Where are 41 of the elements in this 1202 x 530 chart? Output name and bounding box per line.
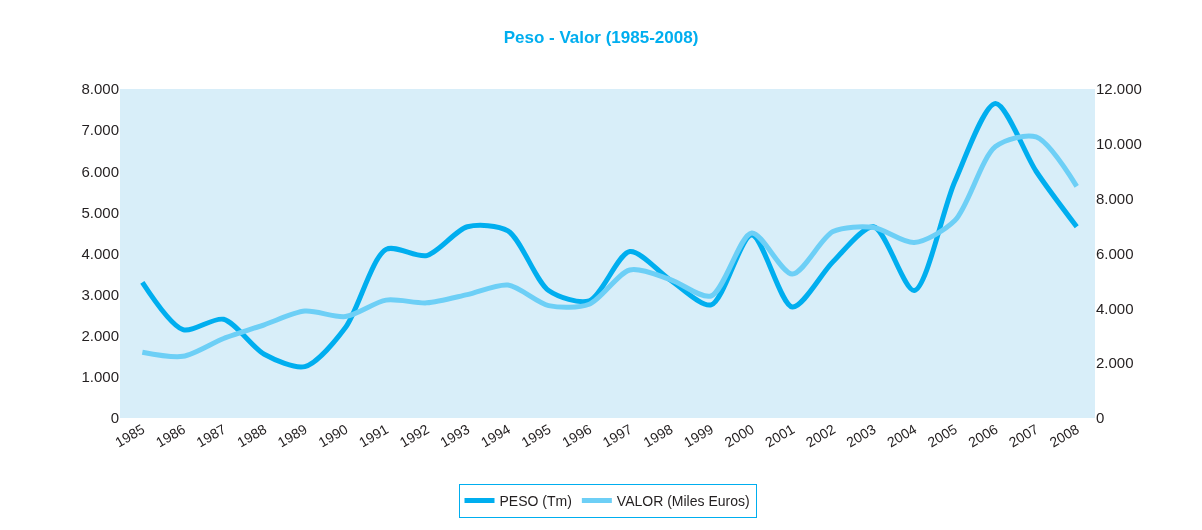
y-tick-label: 1.000	[81, 368, 119, 386]
x-tick-label: 1989	[274, 420, 311, 451]
x-tick-label: 2004	[884, 420, 920, 451]
x-tick-label: 2000	[721, 420, 757, 451]
y2-tick-label: 4.000	[1096, 299, 1134, 317]
x-tick-label: 1995	[518, 420, 554, 451]
y2-tick-label: 8.000	[1096, 189, 1134, 207]
x-tick-label: 1999	[681, 420, 717, 451]
x-tick-label: 1986	[152, 420, 189, 451]
y2-tick-label: 10.000	[1096, 135, 1142, 153]
y2-tick-label: 6.000	[1096, 244, 1134, 262]
x-tick-label: 2001	[762, 420, 798, 451]
y2-tick-label: 0	[1096, 409, 1105, 427]
legend-label: PESO (Tm)	[499, 492, 572, 509]
y-tick-label: 3.000	[81, 285, 119, 303]
x-tick-label: 1988	[234, 420, 270, 451]
x-tick-label: 2002	[802, 420, 839, 451]
y-tick-label: 5.000	[81, 203, 119, 221]
x-tick-label: 1996	[559, 420, 595, 451]
x-tick-label: 2006	[965, 420, 1001, 451]
y-tick-label: 4.000	[81, 244, 119, 262]
x-tick-label: 1990	[315, 420, 351, 451]
y-tick-label: 6.000	[81, 162, 119, 180]
y2-tick-label: 2.000	[1096, 354, 1134, 372]
x-tick-label: 1997	[599, 420, 636, 451]
chart-title: Peso - Valor (1985-2008)	[503, 28, 699, 48]
y-tick-label: 0	[110, 409, 119, 427]
legend-label: VALOR (Miles Euros)	[616, 492, 750, 509]
x-tick-label: 2008	[1046, 420, 1082, 451]
y-tick-label: 2.000	[81, 327, 119, 344]
y-tick-label: 7.000	[81, 121, 119, 139]
x-tick-label: 1987	[193, 420, 229, 451]
x-tick-label: 1993	[437, 420, 473, 451]
x-tick-label: 2005	[924, 420, 961, 451]
x-tick-label: 1991	[356, 420, 392, 451]
y-tick-label: 8.000	[81, 80, 119, 98]
y2-tick-label: 12.000	[1096, 80, 1142, 98]
x-tick-label: 1992	[396, 420, 432, 451]
x-tick-label: 1998	[640, 420, 676, 451]
x-tick-label: 2003	[843, 420, 879, 451]
x-tick-label: 1994	[477, 420, 514, 451]
